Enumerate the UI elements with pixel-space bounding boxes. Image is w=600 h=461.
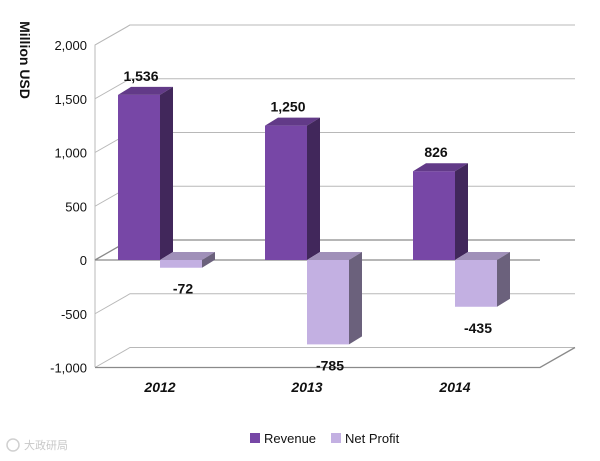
y-tick-label: 2,000 (54, 38, 87, 53)
legend: Revenue Net Profit (250, 431, 400, 446)
legend-label-net-profit: Net Profit (345, 431, 400, 446)
watermark-logo-icon (6, 438, 20, 452)
bar-revenue-2014 (413, 163, 468, 260)
bars (118, 86, 510, 345)
category-label-2013: 2013 (290, 379, 322, 395)
y-tick-label: -1,000 (50, 361, 87, 376)
bar-top (118, 86, 173, 95)
bar-revenue-2013 (265, 117, 320, 260)
data-labels: 1,536 -72 1,250 -785 826 -435 (123, 68, 492, 374)
bar-front (160, 260, 202, 268)
watermark: 大政研局 (6, 438, 68, 452)
bar-net-profit-2014 (455, 252, 510, 307)
y-axis-label: Million USD (17, 21, 33, 99)
y-tick-label: 1,000 (54, 146, 87, 161)
bar-front (455, 260, 497, 307)
y-tick-label: 1,500 (54, 92, 87, 107)
data-label-revenue-2013: 1,250 (270, 99, 305, 115)
gridline (94, 293, 575, 315)
bar-front (307, 260, 349, 345)
gridline (94, 24, 575, 46)
bar-side (349, 252, 362, 345)
data-label-revenue-2012: 1,536 (123, 68, 158, 84)
data-label-net-profit-2014: -435 (464, 320, 492, 336)
bar-front (265, 125, 307, 260)
category-label-2014: 2014 (438, 379, 470, 395)
category-label-2012: 2012 (143, 379, 175, 395)
bar-top (160, 252, 215, 260)
y-tick-label: 0 (80, 253, 87, 268)
legend-swatch-net-profit (331, 433, 341, 443)
bar-top (455, 252, 510, 260)
bar-side (497, 252, 510, 307)
data-label-net-profit-2012: -72 (173, 281, 193, 297)
gridline (94, 78, 575, 100)
bar-side (307, 117, 320, 260)
legend-label-revenue: Revenue (264, 431, 316, 446)
bar-net-profit-2013 (307, 252, 362, 345)
bar-side (160, 86, 173, 260)
y-axis-ticks: 2,000 1,500 1,000 500 0 -500 -1,000 (50, 38, 87, 376)
bar-front (413, 171, 455, 260)
legend-swatch-revenue (250, 433, 260, 443)
floor-edge (95, 346, 576, 369)
bar-side (455, 163, 468, 260)
gridline (94, 347, 575, 368)
bar-top (413, 163, 468, 172)
data-label-net-profit-2013: -785 (316, 357, 344, 373)
bar-revenue-2012 (118, 86, 173, 260)
bar-net-profit-2012 (160, 252, 215, 268)
y-tick-label: -500 (61, 307, 87, 322)
bar-side (202, 252, 215, 268)
bar-top (265, 117, 320, 126)
x-axis-categories: 2012 2013 2014 (143, 379, 470, 395)
watermark-text: 大政研局 (24, 438, 68, 452)
bar-front (118, 94, 160, 260)
y-tick-label: 500 (65, 199, 87, 214)
data-label-revenue-2014: 826 (424, 144, 448, 160)
bar-top (307, 252, 362, 260)
